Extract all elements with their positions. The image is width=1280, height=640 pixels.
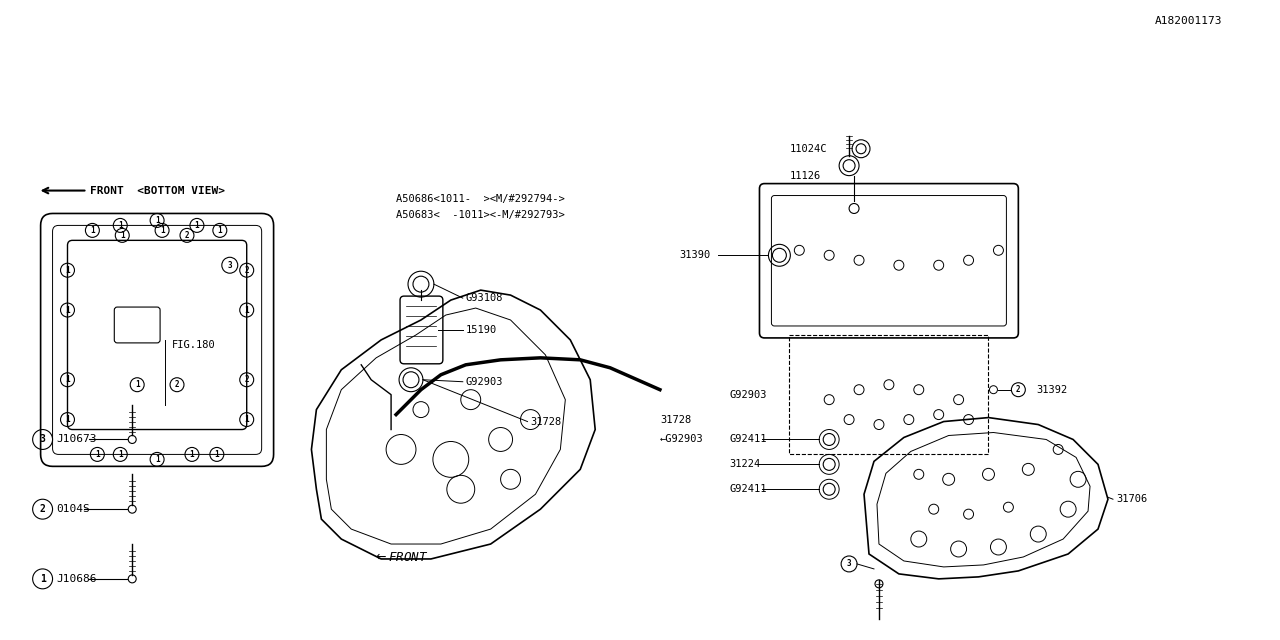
Text: G93108: G93108 xyxy=(466,293,503,303)
Text: A50686<1011-  ><M/#292794->: A50686<1011- ><M/#292794-> xyxy=(396,193,564,204)
Text: G92903: G92903 xyxy=(730,390,767,399)
Text: 2: 2 xyxy=(244,266,250,275)
Text: 31390: 31390 xyxy=(680,250,712,260)
Text: 31706: 31706 xyxy=(1116,494,1147,504)
Text: A50683<  -1011><-M/#292793>: A50683< -1011><-M/#292793> xyxy=(396,211,564,220)
Text: 1: 1 xyxy=(65,375,70,384)
Text: ←G92903: ←G92903 xyxy=(660,435,704,444)
Text: G92903: G92903 xyxy=(466,377,503,387)
Text: 3: 3 xyxy=(228,260,232,269)
Text: 1: 1 xyxy=(90,226,95,235)
Text: 1: 1 xyxy=(155,455,160,464)
Text: $\leftarrow$FRONT: $\leftarrow$FRONT xyxy=(374,551,429,564)
Text: 2: 2 xyxy=(1016,385,1020,394)
Text: 2: 2 xyxy=(244,375,250,384)
Text: J10686: J10686 xyxy=(56,574,97,584)
Text: 0104S: 0104S xyxy=(56,504,91,514)
Text: 1: 1 xyxy=(40,574,46,584)
Text: 1: 1 xyxy=(65,305,70,314)
Text: 3: 3 xyxy=(40,435,46,444)
Text: 3: 3 xyxy=(847,559,851,568)
Text: 1: 1 xyxy=(155,216,160,225)
Text: G92411: G92411 xyxy=(730,435,767,444)
Text: 1: 1 xyxy=(244,305,250,314)
Text: J10673: J10673 xyxy=(56,435,97,444)
FancyBboxPatch shape xyxy=(3,1,1277,639)
Text: 1: 1 xyxy=(134,380,140,389)
Text: FIG.180: FIG.180 xyxy=(172,340,216,350)
Text: 1: 1 xyxy=(215,450,219,459)
Text: 1: 1 xyxy=(95,450,100,459)
Text: 1: 1 xyxy=(189,450,195,459)
Text: 2: 2 xyxy=(174,380,179,389)
Text: 1: 1 xyxy=(118,221,123,230)
Text: 31224: 31224 xyxy=(730,460,760,469)
Text: 31728: 31728 xyxy=(660,415,691,424)
Text: 1: 1 xyxy=(65,266,70,275)
Text: 1: 1 xyxy=(195,221,200,230)
Text: FRONT  <BOTTOM VIEW>: FRONT <BOTTOM VIEW> xyxy=(91,186,225,196)
Text: 1: 1 xyxy=(65,415,70,424)
Text: 1: 1 xyxy=(218,226,223,235)
Text: 11126: 11126 xyxy=(790,171,820,180)
Text: 1: 1 xyxy=(120,231,124,240)
Text: 2: 2 xyxy=(184,231,189,240)
Text: 31728: 31728 xyxy=(530,417,562,426)
Text: 15190: 15190 xyxy=(466,325,497,335)
Text: 1: 1 xyxy=(244,415,250,424)
Text: A182001173: A182001173 xyxy=(1155,16,1222,26)
Text: 1: 1 xyxy=(160,226,164,235)
Text: 31392: 31392 xyxy=(1037,385,1068,395)
Text: 1: 1 xyxy=(118,450,123,459)
Text: G92411: G92411 xyxy=(730,484,767,494)
Text: 11024C: 11024C xyxy=(790,144,827,154)
Text: 2: 2 xyxy=(40,504,46,514)
